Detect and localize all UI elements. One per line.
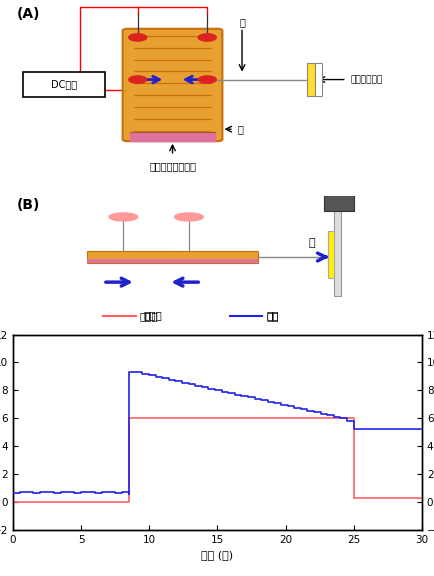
Bar <box>323 190 354 211</box>
Bar <box>86 259 258 263</box>
Text: ─: ─ <box>246 310 253 320</box>
X-axis label: 時間 (秒): 時間 (秒) <box>201 550 233 560</box>
Bar <box>333 210 341 295</box>
Text: ：電圧: ：電圧 <box>139 311 158 321</box>
Text: DC電源: DC電源 <box>51 79 77 89</box>
Circle shape <box>109 213 138 221</box>
Bar <box>328 231 333 278</box>
FancyBboxPatch shape <box>23 71 105 97</box>
Text: ─: ─ <box>124 310 131 320</box>
Circle shape <box>128 34 146 41</box>
Text: 力: 力 <box>308 238 314 248</box>
Circle shape <box>174 213 203 221</box>
Text: ：力: ：力 <box>266 311 279 321</box>
Text: ひずみ測定器: ひずみ測定器 <box>350 75 382 84</box>
Text: ：力: ：力 <box>266 310 279 320</box>
Text: ：電圧: ：電圧 <box>144 310 162 320</box>
Circle shape <box>198 34 216 41</box>
Bar <box>307 63 314 96</box>
Bar <box>86 251 258 263</box>
Text: ミミズ筋肉シート: ミミズ筋肉シート <box>149 161 196 171</box>
Text: (B): (B) <box>17 198 40 211</box>
Circle shape <box>128 76 146 83</box>
Bar <box>314 63 322 96</box>
Text: 針: 針 <box>237 124 243 134</box>
Circle shape <box>198 76 216 83</box>
Text: (A): (A) <box>17 7 40 21</box>
Text: 糸: 糸 <box>239 17 244 28</box>
Bar <box>129 132 215 141</box>
FancyBboxPatch shape <box>122 29 222 141</box>
